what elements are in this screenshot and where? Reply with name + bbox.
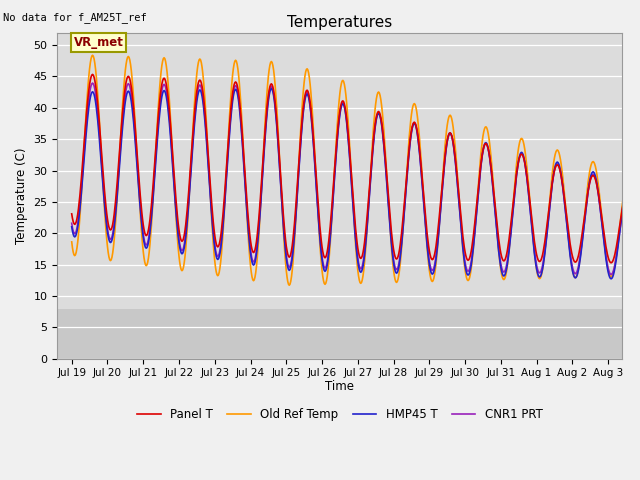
Text: VR_met: VR_met — [74, 36, 124, 49]
HMP45 T — [145, 235, 153, 241]
CNR1 PRT — [326, 240, 333, 246]
CNR1 PRT — [89, 80, 97, 86]
Panel T — [607, 260, 615, 265]
HMP45 T — [466, 270, 474, 276]
Panel T — [89, 72, 97, 77]
X-axis label: Time: Time — [325, 380, 355, 393]
Old Ref Temp — [621, 180, 629, 186]
Panel T — [326, 231, 333, 237]
Legend: Panel T, Old Ref Temp, HMP45 T, CNR1 PRT: Panel T, Old Ref Temp, HMP45 T, CNR1 PRT — [132, 404, 547, 426]
CNR1 PRT — [479, 148, 487, 154]
CNR1 PRT — [68, 220, 76, 226]
Bar — [58, 309, 623, 359]
Old Ref Temp — [480, 129, 488, 135]
CNR1 PRT — [305, 93, 312, 99]
HMP45 T — [305, 95, 312, 100]
CNR1 PRT — [621, 190, 629, 196]
Old Ref Temp — [89, 52, 97, 58]
Title: Temperatures: Temperatures — [287, 15, 392, 30]
Panel T — [621, 190, 629, 196]
HMP45 T — [70, 233, 78, 239]
Old Ref Temp — [68, 239, 76, 245]
CNR1 PRT — [146, 226, 154, 232]
Panel T — [70, 221, 78, 227]
Old Ref Temp — [70, 252, 78, 258]
Y-axis label: Temperature (C): Temperature (C) — [15, 147, 28, 244]
CNR1 PRT — [466, 266, 474, 272]
Old Ref Temp — [285, 282, 293, 288]
HMP45 T — [268, 86, 275, 92]
HMP45 T — [326, 243, 333, 249]
Old Ref Temp — [467, 272, 474, 277]
Panel T — [305, 91, 312, 96]
Panel T — [68, 211, 76, 217]
CNR1 PRT — [607, 272, 615, 277]
Panel T — [466, 255, 474, 261]
Panel T — [479, 147, 487, 153]
HMP45 T — [621, 188, 629, 193]
HMP45 T — [479, 148, 487, 154]
Old Ref Temp — [326, 240, 334, 246]
HMP45 T — [68, 224, 76, 230]
HMP45 T — [607, 276, 615, 282]
Line: CNR1 PRT: CNR1 PRT — [72, 83, 625, 275]
CNR1 PRT — [70, 230, 78, 236]
Line: HMP45 T: HMP45 T — [72, 89, 625, 279]
Old Ref Temp — [305, 75, 313, 81]
Line: Panel T: Panel T — [72, 74, 625, 263]
Text: No data for f_AM25T_ref: No data for f_AM25T_ref — [3, 12, 147, 23]
Panel T — [146, 217, 154, 223]
Old Ref Temp — [146, 241, 154, 247]
Line: Old Ref Temp: Old Ref Temp — [72, 55, 625, 285]
